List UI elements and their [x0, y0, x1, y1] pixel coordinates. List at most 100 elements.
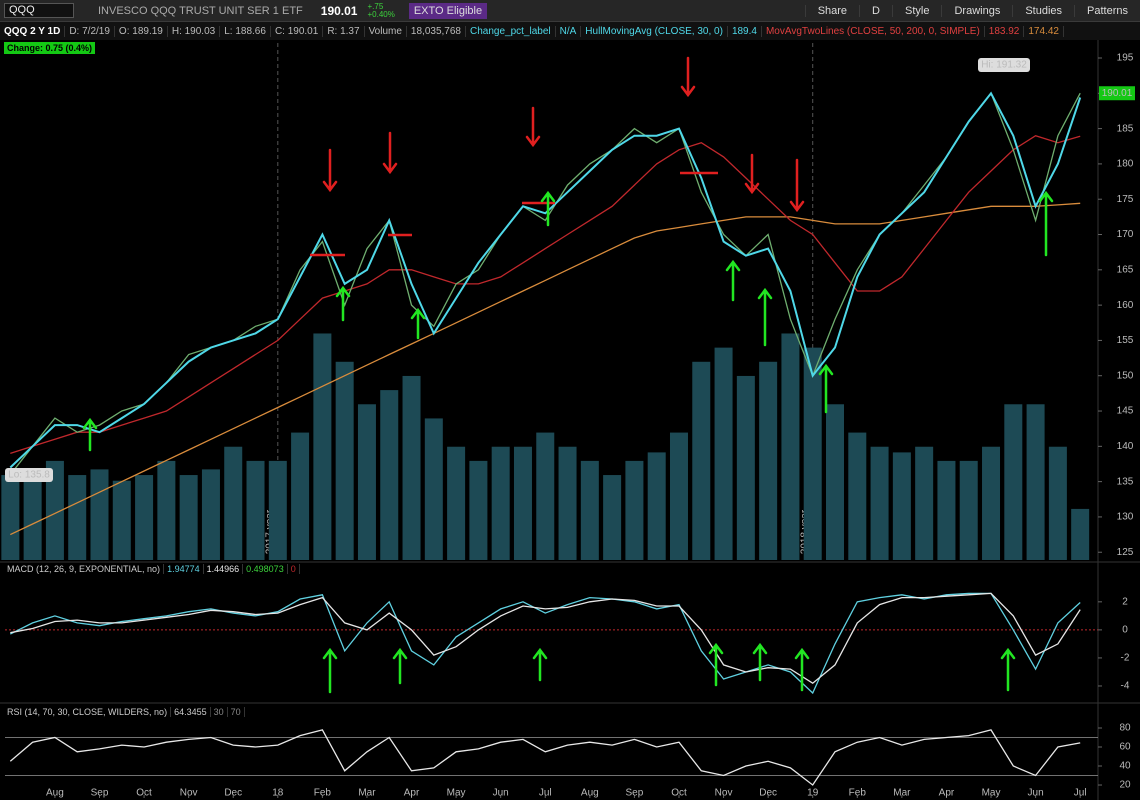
- series-line: [9, 729, 1081, 786]
- x-tick-label: Apr: [939, 788, 955, 799]
- series-line: [10, 592, 1081, 685]
- x-tick-label: 18: [272, 788, 284, 799]
- legend-item: MovAvgTwoLines (CLOSE, 50, 200, 0, SIMPL…: [762, 25, 985, 37]
- volume-bar: [90, 469, 109, 560]
- volume-bar: [892, 452, 911, 560]
- drawings-button[interactable]: Drawings: [941, 4, 1012, 17]
- y-tick-label: 170: [1117, 229, 1134, 240]
- aggregation-button[interactable]: D: [859, 4, 892, 17]
- change: +.75 +0.40%: [367, 1, 394, 19]
- x-tick-label: Dec: [759, 788, 777, 799]
- volume-bar: [669, 432, 688, 560]
- volume-bar: [424, 418, 443, 560]
- y-tick-label: 140: [1117, 441, 1134, 452]
- y-tick-label: -4: [1121, 681, 1130, 692]
- share-button[interactable]: Share: [804, 4, 859, 17]
- readout: 0.498073: [243, 564, 288, 574]
- legend-item: D: 7/2/19: [65, 25, 115, 37]
- volume-bar: [692, 361, 711, 560]
- legend-item: L: 188.66: [220, 25, 271, 37]
- volume-bar: [357, 404, 376, 560]
- legend-item: N/A: [556, 25, 582, 37]
- volume-bar: [246, 460, 265, 560]
- study-title: MACD (12, 26, 9, EXPONENTIAL, no): [4, 564, 165, 574]
- x-tick-label: Oct: [136, 788, 152, 799]
- readout: 1.44966: [204, 564, 244, 574]
- y-tick-label: 165: [1117, 264, 1134, 275]
- y-tick-label: 150: [1117, 370, 1134, 381]
- legend-item: R: 1.37: [323, 25, 365, 37]
- x-tick-label: Feb: [314, 788, 332, 799]
- x-tick-label: Mar: [358, 788, 376, 799]
- x-tick-label: Jul: [1074, 788, 1087, 799]
- volume-bar: [625, 460, 644, 560]
- series-line: [10, 202, 1081, 536]
- studies-button[interactable]: Studies: [1012, 4, 1074, 17]
- x-tick-label: May: [447, 788, 466, 799]
- y-tick-label: 80: [1119, 723, 1131, 734]
- description: INVESCO QQQ TRUST UNIT SER 1 ETF: [98, 4, 303, 17]
- volume-bar: [1004, 404, 1023, 560]
- volume-bar: [959, 460, 978, 560]
- y-tick-label: 0: [1122, 625, 1128, 636]
- change-abs: +.75: [367, 1, 384, 11]
- legend-item: 189.4: [728, 25, 762, 37]
- legend-item: H: 190.03: [168, 25, 221, 37]
- volume-bar: [1, 475, 20, 560]
- y-tick-label: -2: [1121, 653, 1130, 664]
- x-tick-label: Nov: [180, 788, 198, 799]
- x-tick-label: May: [982, 788, 1001, 799]
- toolbar: QQQ INVESCO QQQ TRUST UNIT SER 1 ETF 190…: [0, 0, 1140, 22]
- volume-bar: [1026, 404, 1045, 560]
- volume-bar: [23, 480, 42, 560]
- lo-label-bg: [5, 468, 53, 482]
- volume-bar: [781, 333, 800, 560]
- patterns-button[interactable]: Patterns: [1074, 4, 1140, 17]
- annotation-arrow: [82, 417, 98, 452]
- y-tick-label: 160: [1117, 300, 1134, 311]
- price-tag: 190.01: [1102, 88, 1133, 99]
- volume-bar: [112, 480, 131, 560]
- series-line: [9, 91, 1082, 469]
- volume-bar: [447, 446, 466, 560]
- change-badge: Change: 0.75 (0.4%): [4, 42, 96, 54]
- volume-bar: [937, 460, 956, 560]
- volume-bar: [647, 452, 666, 560]
- x-tick-label: Dec: [224, 788, 242, 799]
- legend-symbol: QQQ 2 Y 1D: [4, 25, 61, 37]
- volume-bar: [45, 460, 64, 560]
- symbol-input[interactable]: QQQ: [4, 3, 74, 18]
- toolbar-buttons: Share D Style Drawings Studies Patterns: [804, 4, 1140, 17]
- volume-bar: [714, 347, 733, 560]
- annotation-arrow: [794, 647, 810, 692]
- series-line: [10, 134, 1081, 455]
- legend-item: 174.42: [1024, 25, 1064, 37]
- rsi-header: RSI (14, 70, 30, CLOSE, WILDERS, no) 64.…: [4, 707, 245, 717]
- x-tick-label: Jun: [493, 788, 509, 799]
- legend-item: Change_pct_label: [466, 25, 556, 37]
- x-tick-label: Aug: [46, 788, 64, 799]
- y-tick-label: 180: [1117, 159, 1134, 170]
- y-tick-label: 155: [1117, 335, 1134, 346]
- series-line: [10, 592, 1081, 695]
- hi-label-bg: [978, 58, 1030, 72]
- annotation-arrow: [322, 148, 338, 193]
- hi-label: Hi: 191.32: [981, 60, 1027, 71]
- lo-label: Lo: 135.8: [8, 470, 50, 481]
- x-tick-label: Sep: [626, 788, 644, 799]
- style-button[interactable]: Style: [892, 4, 941, 17]
- annotation-arrow: [1000, 647, 1016, 692]
- volume-bar: [380, 390, 399, 560]
- x-tick-label: Nov: [715, 788, 733, 799]
- readout: 64.3455: [171, 707, 211, 717]
- annotation-arrow: [757, 287, 773, 347]
- x-tick-label: Mar: [893, 788, 911, 799]
- readout: 0: [288, 564, 300, 574]
- volume-bar: [603, 475, 622, 560]
- volume-bar: [135, 475, 154, 560]
- volume-bar: [736, 375, 755, 560]
- volume-bar: [157, 460, 176, 560]
- volume-bar: [558, 446, 577, 560]
